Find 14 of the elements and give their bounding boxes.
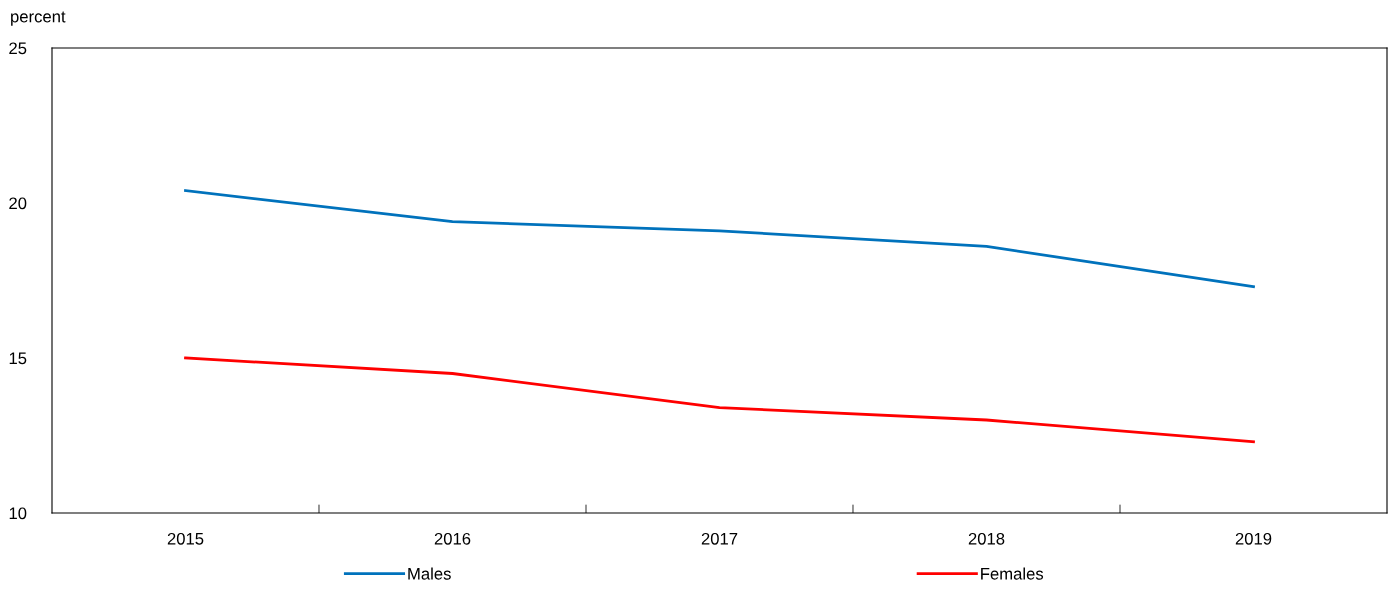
legend-label: Males [408,567,451,580]
x-tick-label: 2018 [968,532,1005,545]
y-tick-label: 20 [9,197,27,210]
legend-label: Females [981,567,1044,580]
line-series [184,356,1255,444]
x-tick-label: 2017 [701,532,738,545]
x-tick-label: 2016 [434,532,471,545]
y-tick-label: 25 [9,42,27,55]
x-tick-label: 2019 [1235,532,1272,545]
y-axis-title: percent [11,11,66,26]
line-series [184,189,1255,289]
y-tick-label: 15 [9,352,27,365]
x-tick-label: 2015 [167,532,204,545]
y-tick-label: 10 [9,507,27,520]
